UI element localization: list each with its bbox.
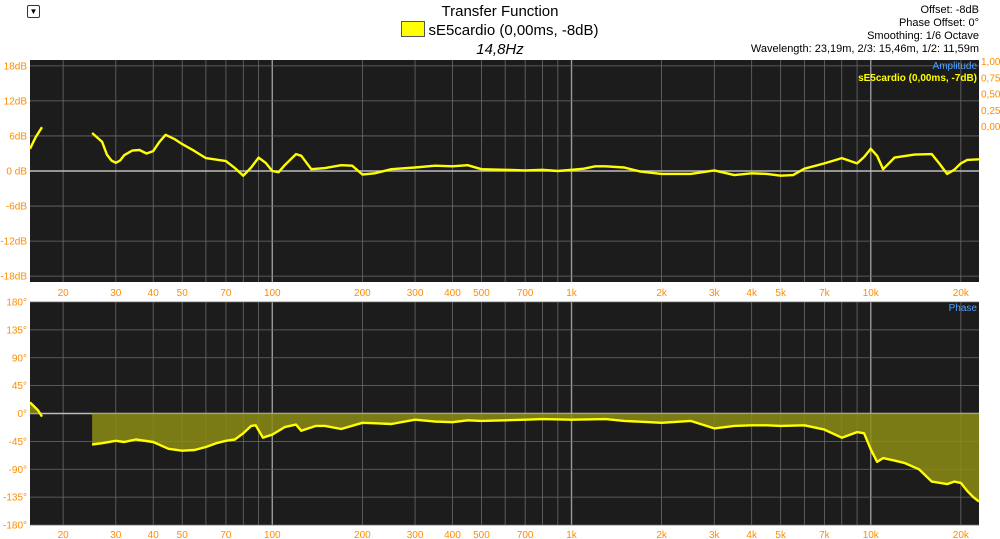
y-tick-label: -12dB [0, 237, 27, 248]
x-tick-label: 7k [819, 530, 831, 539]
y-tick-label: 135° [6, 325, 27, 336]
x-tick-label: 1k [566, 530, 578, 539]
x-tick-label: 4k [746, 288, 758, 299]
y-tick-label: 0° [17, 409, 27, 420]
smoothing-readout: Smoothing: 1/6 Octave [867, 30, 979, 42]
x-tick-label: 7k [819, 288, 831, 299]
phase-trace-segment [91, 417, 980, 503]
dropdown-menu-icon[interactable]: ▼ [27, 5, 40, 18]
phase-trace-segment [29, 401, 44, 418]
x-tick-label: 70 [220, 530, 232, 539]
x-tick-label: 10k [863, 288, 880, 299]
x-tick-label: 4k [746, 530, 758, 539]
x-tick-label: 70 [220, 288, 232, 299]
legend-entry[interactable]: sE5cardio (0,00ms, -8dB) [0, 21, 1000, 39]
x-tick-label: 500 [473, 288, 490, 299]
x-tick-label: 100 [264, 288, 281, 299]
cursor-frequency: 14,8Hz [476, 41, 524, 58]
x-tick-label: 20k [953, 288, 970, 299]
x-tick-label: 50 [177, 288, 189, 299]
phase-panel: 180° 135° 90° 45° 0° -45° -90° -135° -180° 20 30 40… [3, 298, 980, 539]
x-tick-label: 2k [656, 288, 668, 299]
y-tick-label: 180° [6, 298, 27, 309]
x-tick-label: 10k [863, 530, 880, 539]
y-tick-label-right: 0,75 [981, 73, 1000, 84]
x-tick-label: 50 [177, 530, 189, 539]
y-tick-label: -90° [9, 465, 27, 476]
x-tick-label: 100 [264, 530, 281, 539]
y-tick-label: 45° [12, 381, 27, 392]
x-tick-label: 400 [444, 530, 461, 539]
series-label: sE5cardio (0,00ms, -7dB) [858, 73, 977, 84]
y-tick-label: -45° [9, 437, 27, 448]
x-tick-label: 300 [407, 288, 424, 299]
y-tick-label: -180° [3, 521, 27, 532]
phase-offset-readout: Phase Offset: 0° [898, 17, 979, 29]
y-tick-label: 90° [12, 353, 27, 364]
y-tick-label: -6dB [6, 202, 27, 213]
x-tick-label: 3k [709, 530, 721, 539]
amplitude-corner-label: Amplitude [933, 61, 978, 72]
y-tick-label: -18dB [0, 272, 27, 283]
amplitude-trace-segment [91, 132, 980, 177]
phase-fill-segment [92, 413, 980, 502]
y-tick-label: -135° [3, 493, 27, 504]
phase-corner-label: Phase [949, 303, 978, 314]
x-tick-label: 20k [953, 530, 970, 539]
x-tick-label: 30 [110, 288, 122, 299]
y-tick-label-right: 0,25 [981, 106, 1000, 117]
wavelength-readout: Wavelength: 23,19m, 2/3: 15,46m, 1/2: 11… [750, 43, 979, 55]
x-tick-label: 200 [354, 530, 371, 539]
x-tick-label: 40 [148, 530, 160, 539]
chart-title: Transfer Function [441, 3, 559, 20]
x-tick-label: 40 [148, 288, 160, 299]
amplitude-trace-segment [28, 126, 44, 150]
x-tick-label: 3k [709, 288, 721, 299]
x-tick-label: 5k [775, 530, 787, 539]
x-tick-label: 20 [58, 288, 70, 299]
legend-swatch [401, 21, 426, 37]
x-tick-label: 400 [444, 288, 461, 299]
legend-label: sE5cardio (0,00ms, -8dB) [428, 22, 599, 39]
x-tick-label: 5k [775, 288, 787, 299]
x-tick-label: 700 [517, 530, 534, 539]
x-tick-label: 700 [517, 288, 534, 299]
x-tick-label: 30 [110, 530, 122, 539]
x-tick-label: 300 [407, 530, 424, 539]
x-tick-label: 2k [656, 530, 668, 539]
y-tick-label: 0 dB [6, 167, 27, 178]
x-tick-label: 1k [566, 288, 578, 299]
y-tick-label-right: 0,50 [981, 90, 1000, 101]
y-tick-label-right: 0,00 [981, 122, 1000, 133]
x-tick-label: 500 [473, 530, 490, 539]
y-tick-label: 18dB [4, 61, 28, 72]
y-tick-label: 12dB [4, 96, 28, 107]
x-tick-label: 20 [58, 530, 70, 539]
offset-readout: Offset: -8dB [920, 4, 980, 16]
y-tick-label-right: 1,00 [981, 57, 1000, 68]
y-tick-label: 6dB [9, 131, 27, 142]
x-tick-label: 200 [354, 288, 371, 299]
amplitude-panel: 18dB 12dB 6dB 0 dB -6dB -12dB -18dB 1,00 0,75 0,5… [0, 57, 1000, 299]
